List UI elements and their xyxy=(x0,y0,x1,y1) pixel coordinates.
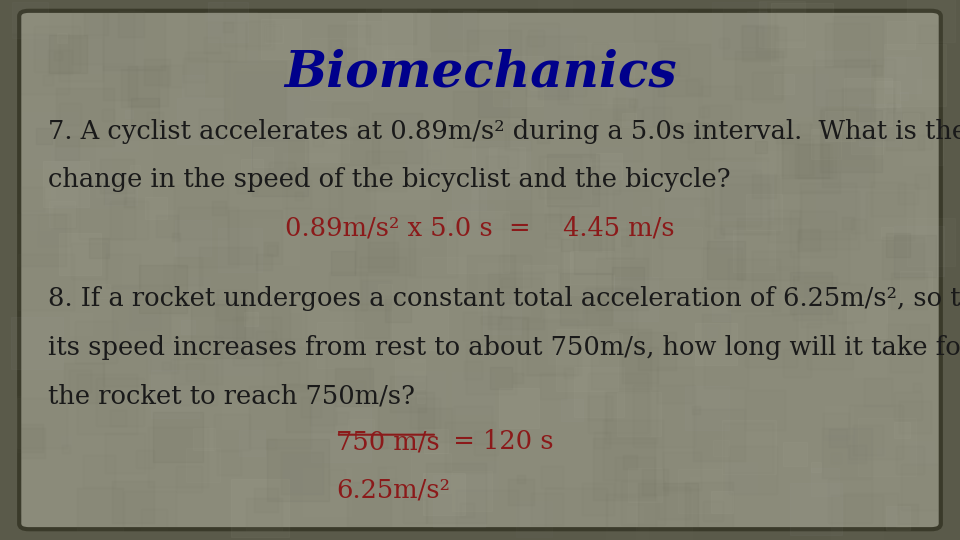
Text: Biomechanics: Biomechanics xyxy=(284,49,676,98)
Text: 8. If a rocket undergoes a constant total acceleration of 6.25m/s², so that: 8. If a rocket undergoes a constant tota… xyxy=(48,286,960,311)
Text: its speed increases from rest to about 750m/s, how long will it take for: its speed increases from rest to about 7… xyxy=(48,335,960,360)
Text: change in the speed of the bicyclist and the bicycle?: change in the speed of the bicyclist and… xyxy=(48,167,731,192)
FancyBboxPatch shape xyxy=(19,11,941,529)
Text: 0.89m/s² x 5.0 s  =    4.45 m/s: 0.89m/s² x 5.0 s = 4.45 m/s xyxy=(285,216,675,241)
Text: the rocket to reach 750m/s?: the rocket to reach 750m/s? xyxy=(48,383,415,408)
Text: 7. A cyclist accelerates at 0.89m/s² during a 5.0s interval.  What is the: 7. A cyclist accelerates at 0.89m/s² dur… xyxy=(48,119,960,144)
Text: 750 m/s: 750 m/s xyxy=(336,429,440,454)
Text: 6.25m/s²: 6.25m/s² xyxy=(336,478,450,503)
Text: = 120 s: = 120 s xyxy=(437,429,553,454)
